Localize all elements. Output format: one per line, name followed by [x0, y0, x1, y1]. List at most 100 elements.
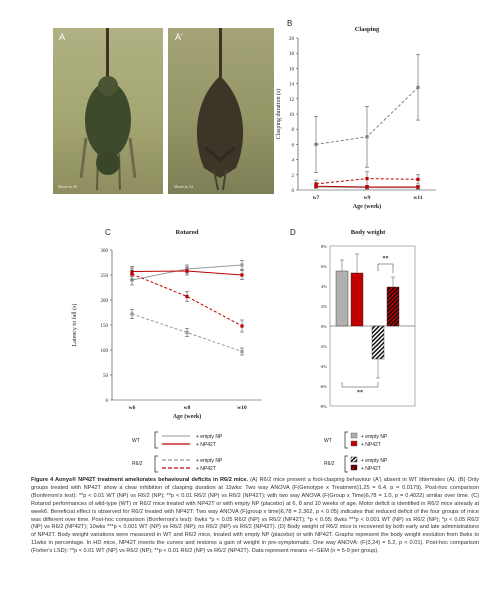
bodyweight-title: Body weight [351, 229, 386, 236]
legend-np42t-2: + NP42T [196, 466, 216, 472]
clasping-title: Clasping [355, 26, 380, 33]
bodyweight-sig-top: ** [383, 256, 389, 262]
legend-empty-np-1: + empty NP [196, 434, 223, 440]
clasping-point [314, 184, 318, 188]
rotarod-xtick-label: w10 [237, 405, 247, 411]
clasping-ytick-label: 18 [289, 52, 295, 57]
bodyweight-bar-2 [371, 325, 385, 360]
bodyweight-bar-1 [350, 272, 364, 327]
clasping-point [416, 85, 420, 89]
clasping-ytick-label: 10 [289, 113, 295, 118]
rotarod-ytick-label: 0 [106, 399, 109, 404]
legend-right: WT R6/2 + empty NP + NP42T + empty NP + … [324, 431, 388, 473]
clasping-chart: Clasping 0 2 4 6 8 10 12 14 16 18 20 w7 w9 w11 Age (wee… [275, 26, 436, 210]
clasping-point [314, 142, 318, 146]
legend-empty-np-2: + empty NP [196, 458, 223, 464]
photo-caption-a-prime: Mouse nr. 54 [174, 185, 193, 189]
panel-label-d: D [290, 228, 296, 237]
panel-label-b: B [287, 19, 293, 28]
rotarod-point [130, 312, 134, 316]
bodyweight-sig-bottom: ** [357, 390, 363, 396]
panel-label-a: A [59, 32, 66, 42]
clasping-ytick-label: 2 [292, 174, 295, 179]
rotarod-series-line-2 [131, 313, 243, 352]
clasping-xtick-label: w7 [313, 195, 320, 201]
rotarod-xtick-label: w8 [184, 405, 191, 411]
legend-d-r62-label: R6/2 [324, 461, 335, 467]
rotarod-xtick-label: w6 [129, 405, 136, 411]
rotarod-title: Rotarod [176, 229, 199, 236]
legend-d-wt-np42t-swatch [350, 440, 358, 447]
rotarod-ytick-label: 300 [101, 249, 109, 254]
bodyweight-bar-0 [335, 270, 349, 327]
figure-caption: Figure 4 Aonys® NP42T treatment ameliora… [31, 477, 479, 556]
photo-wt-mouse [53, 28, 163, 194]
rotarod-ylabel: Latency to fall (s) [71, 304, 78, 347]
bodyweight-ytick-label: 8% [321, 244, 327, 249]
rotarod-ytick-label: 150 [101, 324, 109, 329]
legend-left: WT R6/2 + empty NP + NP42T + empty NP + … [132, 431, 223, 473]
bodyweight-ytick-label: -4% [320, 364, 328, 369]
clasping-point [416, 177, 420, 181]
rotarod-point [240, 263, 244, 267]
bodyweight-ytick-label: -2% [320, 344, 328, 349]
legend-d-empty-np-2: + empty NP [361, 458, 388, 464]
bodyweight-ytick-label: -8% [320, 404, 328, 409]
clasping-point [365, 185, 369, 189]
rotarod-ytick-label: 200 [101, 299, 109, 304]
panel-label-a-prime: A' [175, 32, 183, 42]
bodyweight-ytick-label: 2% [321, 304, 327, 309]
rotarod-point [240, 273, 244, 277]
legend-d-wt-label: WT [324, 438, 332, 444]
legend-d-wt-empty-swatch [350, 432, 358, 439]
clasping-xtick-label: w11 [413, 195, 422, 201]
bodyweight-ytick-label: 0% [321, 324, 327, 329]
panel-label-c: C [105, 228, 111, 237]
rotarod-point [185, 294, 189, 299]
clasping-point [416, 185, 420, 189]
rotarod-chart: Rotarod 0 50 100 150 200 250 300 w6 w8 w10 Age (wee… [71, 229, 262, 420]
legend-d-empty-np-1: + empty NP [361, 434, 388, 440]
rotarod-ytick-label: 250 [101, 274, 109, 279]
clasping-ytick-label: 8 [292, 128, 295, 133]
caption-body: (A) R6/2 mice present a foot-clasping be… [31, 477, 479, 555]
rotarod-ytick-label: 50 [103, 374, 109, 379]
photo-r62-mouse [168, 28, 274, 194]
clasping-xtick-label: w9 [364, 195, 371, 201]
legend-d-r62-np42t-swatch [350, 464, 358, 471]
legend-wt-label: WT [132, 438, 140, 444]
rotarod-point [185, 330, 189, 335]
rotarod-xlabel: Age (week) [173, 413, 202, 420]
clasping-point [365, 135, 369, 139]
rotarod-ytick-label: 100 [101, 349, 109, 354]
clasping-ytick-label: 14 [289, 83, 295, 88]
wt-mouse-image [79, 28, 137, 191]
rotarod-point [185, 269, 189, 273]
clasping-ytick-label: 12 [289, 98, 295, 103]
clasping-ytick-label: 4 [292, 159, 295, 164]
clasping-ylabel: Clasping duration (s) [275, 89, 282, 140]
body-weight-chart: Body weight 8% 6% 4% 2% 0% -2% -4% -6% -8% ** ** [320, 229, 416, 409]
clasping-ytick-label: 20 [289, 37, 295, 42]
bodyweight-ytick-label: -6% [320, 384, 328, 389]
legend-d-r62-empty-swatch [350, 456, 358, 463]
rotarod-point [130, 272, 134, 276]
rotarod-point [240, 349, 244, 354]
r62-mouse-image [196, 28, 244, 191]
bodyweight-bar-3 [386, 286, 400, 327]
clasping-ytick-label: 16 [289, 67, 295, 72]
legend-d-np42t-1: + NP42T [361, 442, 381, 448]
bodyweight-sig-bracket-bottom [341, 382, 379, 388]
rotarod-point [240, 324, 244, 328]
legend-np42t-1: + NP42T [196, 442, 216, 448]
rotarod-series-line-3 [131, 273, 243, 327]
bodyweight-ytick-label: 6% [321, 264, 327, 269]
clasping-ytick-label: 0 [292, 189, 295, 194]
clasping-point [365, 177, 369, 181]
clasping-xlabel: Age (week) [353, 203, 382, 210]
bodyweight-ytick-label: 4% [321, 284, 327, 289]
clasping-ytick-label: 6 [292, 143, 295, 148]
caption-title: Figure 4 Aonys® NP42T treatment ameliora… [31, 477, 249, 483]
bodyweight-sig-bracket-top [377, 263, 394, 273]
legend-r62-label: R6/2 [132, 461, 143, 467]
